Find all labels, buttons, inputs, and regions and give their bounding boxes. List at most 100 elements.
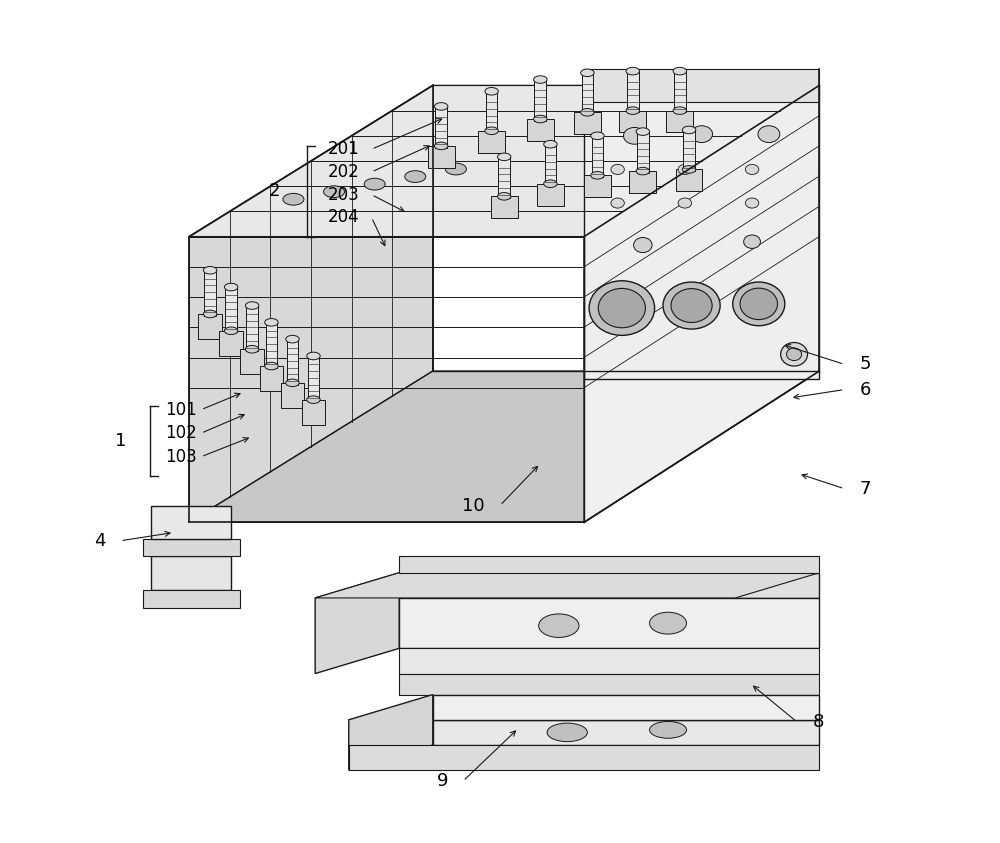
Ellipse shape	[539, 614, 579, 637]
Text: 9: 9	[436, 772, 448, 790]
Ellipse shape	[405, 170, 426, 182]
Ellipse shape	[745, 164, 759, 175]
Ellipse shape	[534, 76, 547, 83]
Polygon shape	[584, 85, 819, 523]
Ellipse shape	[611, 198, 624, 208]
Polygon shape	[399, 556, 819, 572]
Ellipse shape	[245, 346, 259, 353]
Ellipse shape	[307, 396, 320, 404]
Ellipse shape	[682, 126, 696, 134]
Polygon shape	[349, 695, 433, 771]
Polygon shape	[246, 305, 258, 351]
Text: 1: 1	[115, 432, 126, 450]
Ellipse shape	[497, 192, 511, 200]
Polygon shape	[683, 130, 695, 171]
Polygon shape	[584, 85, 819, 379]
Ellipse shape	[636, 128, 650, 136]
Polygon shape	[399, 598, 819, 648]
Polygon shape	[143, 589, 240, 608]
Polygon shape	[498, 157, 510, 198]
Polygon shape	[315, 572, 399, 674]
Ellipse shape	[581, 109, 594, 116]
Ellipse shape	[671, 288, 712, 323]
Text: 4: 4	[94, 532, 105, 550]
Ellipse shape	[203, 266, 217, 274]
Ellipse shape	[445, 164, 466, 175]
Text: 10: 10	[462, 497, 485, 514]
Ellipse shape	[534, 115, 547, 123]
Ellipse shape	[598, 288, 645, 328]
Polygon shape	[666, 110, 693, 132]
Ellipse shape	[678, 164, 692, 175]
Ellipse shape	[634, 238, 652, 253]
Ellipse shape	[682, 166, 696, 173]
Ellipse shape	[650, 612, 687, 634]
Ellipse shape	[265, 362, 278, 370]
Ellipse shape	[581, 69, 594, 77]
Polygon shape	[592, 136, 603, 177]
Ellipse shape	[650, 722, 687, 738]
Polygon shape	[537, 184, 564, 206]
Polygon shape	[584, 175, 611, 197]
Polygon shape	[433, 720, 819, 745]
Ellipse shape	[673, 67, 687, 75]
Ellipse shape	[733, 282, 785, 325]
Polygon shape	[491, 196, 518, 218]
Text: 6: 6	[860, 380, 871, 399]
Polygon shape	[399, 674, 819, 695]
Ellipse shape	[636, 167, 650, 175]
Ellipse shape	[691, 126, 713, 142]
Polygon shape	[435, 106, 447, 148]
Text: 203: 203	[328, 185, 360, 204]
Ellipse shape	[611, 164, 624, 175]
Ellipse shape	[485, 127, 498, 135]
Ellipse shape	[663, 282, 720, 329]
Polygon shape	[399, 572, 819, 598]
Polygon shape	[189, 371, 819, 523]
Ellipse shape	[203, 310, 217, 318]
Polygon shape	[219, 330, 243, 356]
Ellipse shape	[544, 180, 557, 187]
Ellipse shape	[434, 103, 448, 110]
Polygon shape	[266, 322, 277, 368]
Polygon shape	[315, 572, 819, 598]
Ellipse shape	[591, 171, 604, 179]
Ellipse shape	[544, 141, 557, 148]
Ellipse shape	[286, 379, 299, 387]
Polygon shape	[399, 648, 819, 674]
Ellipse shape	[678, 198, 692, 208]
Polygon shape	[478, 131, 505, 153]
Ellipse shape	[485, 88, 498, 95]
Polygon shape	[674, 71, 686, 112]
Ellipse shape	[758, 126, 780, 142]
Polygon shape	[189, 85, 819, 237]
Ellipse shape	[626, 107, 639, 115]
Ellipse shape	[745, 198, 759, 208]
Text: 101: 101	[166, 400, 197, 419]
Polygon shape	[676, 169, 702, 191]
Polygon shape	[584, 68, 819, 102]
Polygon shape	[637, 132, 649, 173]
Polygon shape	[151, 506, 231, 540]
Ellipse shape	[245, 302, 259, 309]
Polygon shape	[534, 79, 546, 121]
Polygon shape	[260, 366, 283, 391]
Polygon shape	[582, 72, 593, 114]
Polygon shape	[189, 85, 433, 523]
Ellipse shape	[286, 336, 299, 343]
Text: 202: 202	[328, 163, 360, 181]
Ellipse shape	[224, 327, 238, 335]
Text: 2: 2	[269, 182, 281, 201]
Ellipse shape	[307, 352, 320, 360]
Polygon shape	[627, 71, 639, 112]
Ellipse shape	[364, 178, 385, 190]
Ellipse shape	[787, 348, 802, 361]
Ellipse shape	[781, 342, 808, 366]
Ellipse shape	[626, 67, 639, 75]
Ellipse shape	[744, 235, 760, 249]
Polygon shape	[486, 91, 497, 132]
Text: 102: 102	[166, 424, 197, 443]
Polygon shape	[308, 356, 319, 401]
Ellipse shape	[589, 281, 655, 336]
Polygon shape	[527, 119, 554, 141]
